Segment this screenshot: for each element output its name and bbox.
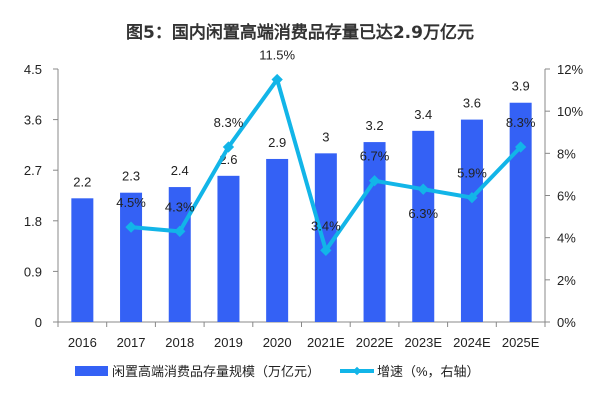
bar bbox=[120, 192, 143, 322]
left-tick-label: 4.5 bbox=[24, 62, 42, 77]
growth-label: 8.3% bbox=[214, 115, 244, 130]
bar-label: 3.6 bbox=[463, 96, 481, 111]
growth-marker bbox=[466, 191, 478, 204]
growth-label: 4.3% bbox=[165, 199, 195, 214]
growth-label: 8.3% bbox=[506, 115, 536, 130]
x-tick-label: 2025E bbox=[502, 335, 540, 350]
bar-label: 3 bbox=[322, 129, 329, 144]
right-tick-label: 10% bbox=[557, 104, 583, 119]
x-tick-label: 2018 bbox=[165, 335, 194, 350]
bar-label: 3.2 bbox=[366, 118, 384, 133]
bar-label: 3.4 bbox=[414, 107, 432, 122]
growth-label: 3.4% bbox=[311, 218, 341, 233]
bar-label: 2.2 bbox=[73, 174, 91, 189]
x-tick-label: 2019 bbox=[214, 335, 243, 350]
legend-bar-swatch bbox=[75, 366, 108, 376]
legend-bar-label: 闲置高端消费品存量规模（万亿元） bbox=[112, 364, 320, 379]
bar-label: 3.9 bbox=[512, 79, 530, 94]
x-tick-label: 2023E bbox=[404, 335, 442, 350]
x-tick-label: 2016 bbox=[68, 335, 97, 350]
right-tick-label: 2% bbox=[557, 273, 576, 288]
bar bbox=[266, 158, 289, 322]
x-tick-label: 2021E bbox=[307, 335, 345, 350]
right-tick-label: 12% bbox=[557, 62, 583, 77]
chart-title: 图5：国内闲置高端消费品存量已达2.9万亿元 bbox=[126, 23, 474, 43]
left-tick-label: 2.7 bbox=[24, 163, 42, 178]
left-tick-label: 0 bbox=[35, 315, 42, 330]
growth-marker bbox=[514, 141, 527, 153]
growth-marker bbox=[174, 225, 186, 237]
left-tick-label: 1.8 bbox=[24, 214, 42, 229]
legend-line-marker bbox=[352, 366, 362, 376]
left-tick-label: 0.9 bbox=[24, 264, 42, 279]
bar bbox=[314, 153, 337, 322]
bar bbox=[460, 119, 483, 322]
right-tick-label: 8% bbox=[557, 146, 576, 161]
growth-label: 5.9% bbox=[457, 166, 487, 181]
growth-label: 6.3% bbox=[408, 206, 438, 221]
bar bbox=[71, 198, 94, 322]
bar-label: 2.4 bbox=[171, 163, 189, 178]
growth-marker bbox=[417, 183, 429, 195]
legend-line-label: 增速（%，右轴） bbox=[377, 364, 480, 379]
bar-label: 2.3 bbox=[122, 169, 140, 184]
growth-marker bbox=[368, 175, 381, 187]
bar-label: 2.9 bbox=[268, 135, 286, 150]
growth-label: 6.7% bbox=[360, 149, 390, 164]
right-tick-label: 4% bbox=[557, 231, 576, 246]
bar bbox=[217, 175, 240, 322]
left-tick-label: 3.6 bbox=[24, 113, 42, 128]
right-tick-label: 6% bbox=[557, 189, 576, 204]
x-tick-label: 2020 bbox=[263, 335, 292, 350]
bar bbox=[363, 142, 386, 322]
growth-marker bbox=[320, 244, 332, 256]
x-tick-label: 2022E bbox=[356, 335, 394, 350]
x-tick-label: 2024E bbox=[453, 335, 491, 350]
growth-label: 4.5% bbox=[116, 195, 146, 210]
growth-marker bbox=[222, 141, 235, 153]
growth-label: 11.5% bbox=[259, 48, 295, 63]
right-tick-label: 0% bbox=[557, 315, 576, 330]
x-tick-label: 2017 bbox=[117, 335, 146, 350]
bar bbox=[412, 130, 435, 322]
bar bbox=[509, 102, 532, 322]
